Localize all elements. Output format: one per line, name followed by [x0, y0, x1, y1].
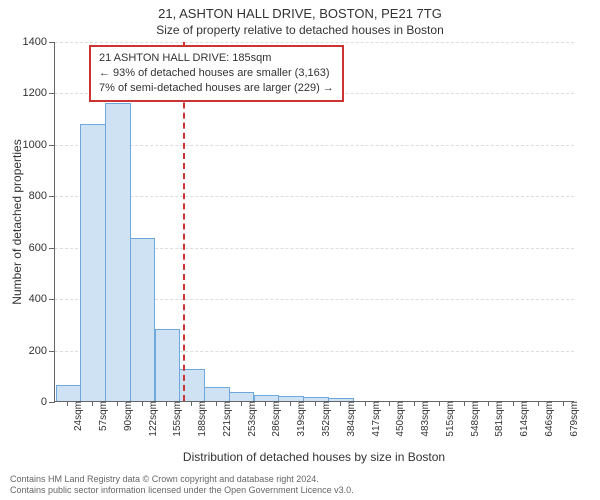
info-box: 21 ASHTON HALL DRIVE: 185sqm ← 93% of de…: [89, 45, 344, 102]
x-tick: [315, 401, 316, 406]
x-tick-label: 548sqm: [468, 401, 481, 437]
footer-line-2: Contains public sector information licen…: [10, 485, 354, 496]
info-line-1: 21 ASHTON HALL DRIVE: 185sqm: [99, 51, 334, 66]
gridline: [55, 196, 574, 197]
x-tick: [265, 401, 266, 406]
x-tick-label: 352sqm: [319, 401, 332, 437]
x-tick: [538, 401, 539, 406]
y-axis-title: Number of detached properties: [10, 57, 24, 222]
info-line-2: ← 93% of detached houses are smaller (3,…: [99, 66, 334, 81]
y-tick-label: 0: [41, 396, 55, 408]
x-tick-label: 221sqm: [220, 401, 233, 437]
x-tick-label: 450sqm: [393, 401, 406, 437]
x-tick: [414, 401, 415, 406]
histogram-bar: [80, 124, 106, 401]
info-line-3: 7% of semi-detached houses are larger (2…: [99, 81, 334, 96]
x-tick: [290, 401, 291, 406]
x-tick: [439, 401, 440, 406]
chart-subtitle: Size of property relative to detached ho…: [0, 21, 600, 37]
y-tick-label: 1000: [23, 139, 55, 151]
histogram-bar: [155, 329, 181, 401]
y-axis-title-text: Number of detached properties: [10, 139, 24, 304]
x-tick: [340, 401, 341, 406]
gridline: [55, 145, 574, 146]
x-tick: [92, 401, 93, 406]
x-tick: [389, 401, 390, 406]
histogram-bar: [56, 385, 82, 401]
x-tick: [241, 401, 242, 406]
x-tick-label: 515sqm: [443, 401, 456, 437]
x-tick-label: 253sqm: [245, 401, 258, 437]
histogram-bar: [105, 103, 131, 401]
histogram-bar: [130, 238, 156, 401]
x-tick: [464, 401, 465, 406]
gridline: [55, 42, 574, 43]
x-tick: [488, 401, 489, 406]
x-tick: [117, 401, 118, 406]
x-tick-label: 155sqm: [170, 401, 183, 437]
y-tick-label: 800: [29, 190, 55, 202]
x-tick-label: 57sqm: [96, 401, 109, 431]
x-tick: [191, 401, 192, 406]
x-tick: [365, 401, 366, 406]
x-tick: [513, 401, 514, 406]
x-tick: [216, 401, 217, 406]
x-tick-label: 614sqm: [517, 401, 530, 437]
x-tick-label: 24sqm: [71, 401, 84, 431]
x-tick-label: 646sqm: [542, 401, 555, 437]
x-tick-label: 286sqm: [269, 401, 282, 437]
y-tick-label: 200: [29, 345, 55, 357]
x-tick-label: 581sqm: [492, 401, 505, 437]
x-tick-label: 319sqm: [294, 401, 307, 437]
histogram-bar: [204, 387, 230, 401]
x-tick: [166, 401, 167, 406]
chart-area: 020040060080010001200140024sqm57sqm90sqm…: [54, 42, 574, 402]
y-tick-label: 1400: [23, 36, 55, 48]
y-tick-label: 1200: [23, 87, 55, 99]
footer: Contains HM Land Registry data © Crown c…: [10, 474, 354, 497]
x-tick-label: 122sqm: [146, 401, 159, 437]
footer-line-1: Contains HM Land Registry data © Crown c…: [10, 474, 354, 485]
x-tick-label: 188sqm: [195, 401, 208, 437]
chart-container: 21, ASHTON HALL DRIVE, BOSTON, PE21 7TG …: [0, 0, 600, 500]
x-tick-label: 417sqm: [369, 401, 382, 437]
y-tick-label: 400: [29, 293, 55, 305]
chart-title: 21, ASHTON HALL DRIVE, BOSTON, PE21 7TG: [0, 0, 600, 21]
x-tick: [563, 401, 564, 406]
x-tick-label: 90sqm: [121, 401, 134, 431]
x-tick: [67, 401, 68, 406]
x-axis-title: Distribution of detached houses by size …: [54, 450, 574, 464]
x-tick-label: 679sqm: [567, 401, 580, 437]
x-tick: [142, 401, 143, 406]
y-tick-label: 600: [29, 242, 55, 254]
x-tick-label: 384sqm: [344, 401, 357, 437]
x-tick-label: 483sqm: [418, 401, 431, 437]
histogram-bar: [229, 392, 255, 401]
